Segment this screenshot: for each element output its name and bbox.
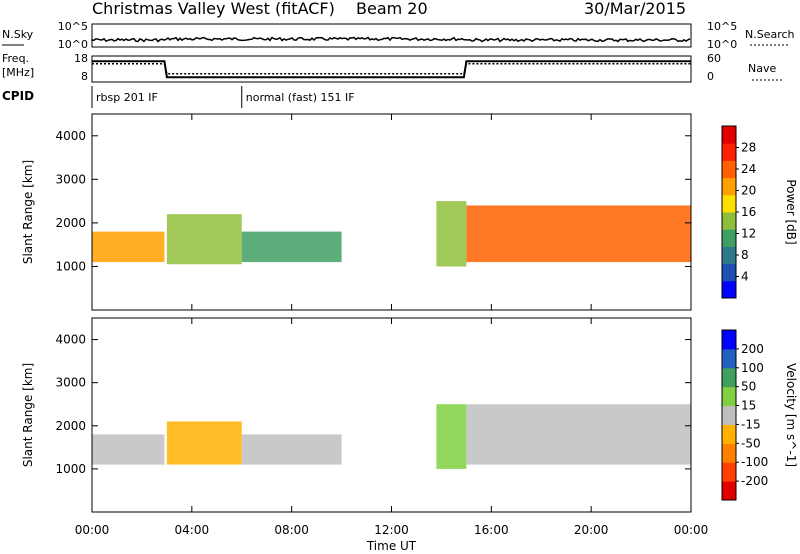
y-tick-label: 1000 [55,259,86,273]
freq-line [92,60,691,79]
nsearch-tick-high: 10^5 [707,20,737,33]
y-tick-label: 2000 [55,419,86,433]
x-axis-label: Time UT [366,539,417,553]
colorbar-frame [721,329,737,501]
freq-tick-high: 18 [74,52,88,65]
colorbar-tick-label: -50 [741,436,761,450]
colorbar-tick-label: 16 [741,205,756,219]
date-label: 30/Mar/2015 [584,0,686,18]
echo-region-2 [241,434,342,465]
colorbar-swatch [722,160,736,179]
echo-region-2 [241,231,342,263]
colorbar-tick-label: 8 [741,248,749,262]
header: Christmas Valley West (fitACF) Beam 20 3… [92,0,686,18]
nave-label: Nave [748,62,776,75]
colorbar-swatch [722,330,736,350]
colorbar-tick-label: -200 [741,474,768,488]
freq-label: Freq. [2,52,29,65]
colorbar-tick-label: 100 [741,361,764,375]
nsky-frame [91,23,692,48]
colorbar-swatch [722,229,736,247]
y-tick-label: 3000 [55,172,86,186]
y-tick-label: 1000 [55,462,86,476]
colorbar-swatch [722,386,736,407]
colorbar-swatch [722,280,736,299]
top-panel: N.Sky N.Search Freq. [MHz] Nave CPID [2,28,795,103]
nsky-line [91,36,691,43]
colorbar-swatch [722,348,736,369]
colorbar-swatch [722,126,736,144]
echo-region-1 [166,214,242,265]
colorbar-tick-label: -100 [741,455,768,469]
colorbar-swatch [722,424,736,444]
nave-tick-low: 0 [707,70,714,83]
colorbar-swatch [722,177,736,196]
nsearch-label: N.Search [745,28,795,41]
colorbar-tick-label: 200 [741,342,764,356]
colorbar-label: Power [dB] [784,179,798,244]
colorbar-swatch [722,246,736,265]
freq-frame [91,55,692,83]
colorbar-swatch [722,143,736,161]
echo-region-3 [466,205,691,263]
colorbar-swatch [722,462,736,482]
nsky-tick-low: 10^0 [58,38,88,51]
colorbar-label: Velocity [m s^-1] [784,363,798,467]
y-tick-label: 2000 [55,216,86,230]
x-tick-label: 08:00 [274,523,309,537]
echo-region-0 [92,434,165,465]
freq-tick-low: 8 [81,70,88,83]
x-tick-label: 12:00 [374,523,409,537]
beam-label: Beam 20 [356,0,428,18]
cpid-segment-label: normal (fast) 151 IF [246,91,355,104]
nave-tick-high: 60 [707,52,721,65]
x-tick-label: 20:00 [574,523,609,537]
colorbar-tick-label: 50 [741,380,756,394]
chart-title: Christmas Valley West (fitACF) [92,0,335,18]
colorbar-tick-label: 12 [741,227,756,241]
colorbar-tick-label: 28 [741,141,756,155]
colorbar-swatch [722,481,736,501]
panel-0: 4000 3000 2000 1000 Slant Range [km] 28 24 20 16… [21,113,798,311]
nsky-tick-high: 10^5 [58,20,88,33]
nsky-label: N.Sky [2,28,34,41]
colorbar-swatch [722,405,736,425]
freq-unit: [MHz] [2,66,34,79]
nave-line [92,63,691,75]
echo-region-1 [166,421,242,465]
x-tick-label: 00:00 [75,523,110,537]
y-tick-label: 3000 [55,376,86,390]
colorbar-swatch [722,367,736,388]
echo-region-0 [92,231,165,263]
colorbar-tick-label: 15 [741,399,756,413]
colorbar-tick-label: 20 [741,184,756,198]
echo-region-4 [436,201,467,267]
echo-region-3 [466,404,691,465]
colorbar-swatch [722,194,736,213]
panel-1: 4000 3000 2000 1000 Slant Range [km] 200 100 50… [21,317,798,513]
x-tick-label: 00:00 [674,523,709,537]
y-axis-label: Slant Range [km] [21,160,35,264]
y-tick-label: 4000 [55,333,86,347]
colorbar-tick-label: 4 [741,270,749,284]
colorbar-swatch [722,443,736,463]
echo-region-4 [436,404,467,469]
colorbar-swatch [722,212,736,230]
cpid-segment-label: rbsp 201 IF [96,91,158,104]
nsearch-tick-low: 10^0 [707,38,737,51]
cpid-label: CPID [2,89,34,103]
colorbar-tick-label: -15 [741,417,761,431]
colorbar-swatch [722,263,736,282]
colorbar-tick-label: 24 [741,162,756,176]
y-axis-label: Slant Range [km] [21,363,35,467]
x-tick-label: 04:00 [175,523,210,537]
y-tick-label: 4000 [55,129,86,143]
x-tick-label: 16:00 [474,523,509,537]
